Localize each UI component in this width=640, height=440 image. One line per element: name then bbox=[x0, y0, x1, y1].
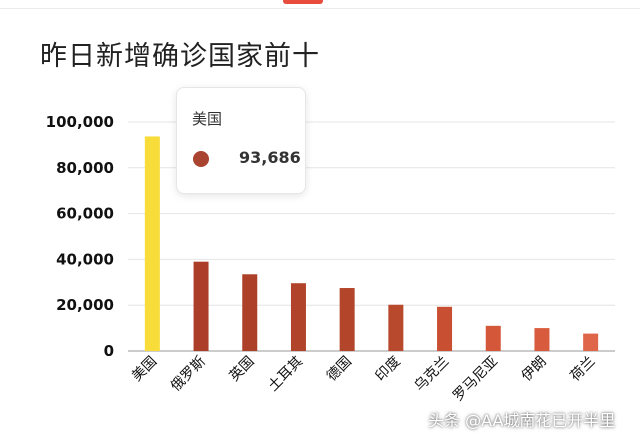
bar[interactable] bbox=[437, 306, 453, 351]
bars bbox=[144, 136, 599, 351]
y-tick-label: 40,000 bbox=[56, 250, 114, 268]
y-tick-label: 100,000 bbox=[46, 113, 114, 131]
watermark: 头条 @AA城南花已开半里 bbox=[428, 411, 616, 430]
x-tick-label: 土耳其 bbox=[265, 354, 306, 395]
y-tick-label: 80,000 bbox=[56, 159, 114, 177]
x-tick-label: 乌克兰 bbox=[411, 354, 452, 395]
bar[interactable] bbox=[242, 274, 258, 351]
x-tick-label: 俄罗斯 bbox=[168, 354, 209, 395]
top-divider bbox=[0, 8, 640, 9]
x-tick-label: 荷兰 bbox=[567, 354, 598, 385]
x-tick-label: 德国 bbox=[324, 354, 355, 385]
bar[interactable] bbox=[534, 328, 550, 351]
y-tick-label: 0 bbox=[104, 342, 114, 360]
chart-title: 昨日新增确诊国家前十 bbox=[40, 41, 320, 72]
y-tick-label: 60,000 bbox=[56, 205, 114, 223]
y-axis: 0 20,000 40,000 60,000 80,000 100,000 bbox=[46, 113, 114, 360]
x-tick-label: 罗马尼亚 bbox=[450, 354, 501, 405]
bar[interactable] bbox=[339, 288, 355, 351]
bar[interactable] bbox=[193, 261, 209, 351]
x-tick-label: 印度 bbox=[373, 354, 404, 385]
tooltip-series-dot bbox=[193, 151, 209, 167]
bar[interactable] bbox=[485, 325, 501, 351]
tooltip-value: 93,686 bbox=[239, 148, 301, 167]
x-tick-label: 伊朗 bbox=[519, 354, 550, 385]
x-tick-label: 美国 bbox=[129, 354, 160, 385]
bar[interactable] bbox=[583, 333, 599, 351]
y-tick-label: 20,000 bbox=[56, 296, 114, 314]
bar[interactable] bbox=[388, 304, 404, 351]
x-tick-label: 英国 bbox=[226, 353, 258, 385]
tooltip-label: 美国 bbox=[192, 110, 223, 128]
tooltip: 美国 93,686 bbox=[176, 87, 306, 194]
bar[interactable] bbox=[144, 136, 160, 351]
bar[interactable] bbox=[290, 283, 306, 351]
top-tab-indicator bbox=[283, 0, 323, 4]
